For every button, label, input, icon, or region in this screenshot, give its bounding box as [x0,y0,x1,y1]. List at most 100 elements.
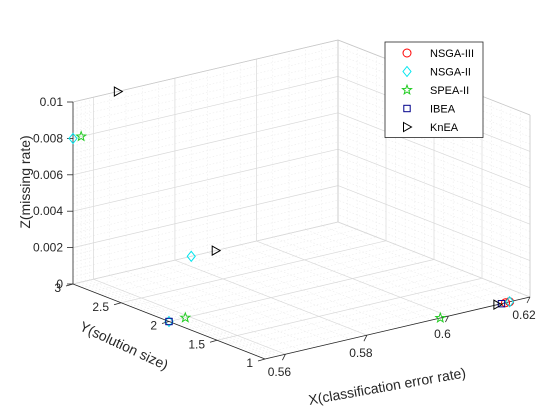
minor-grid-line [85,280,278,357]
legend-marker-knea [403,121,413,133]
data-point-knea [493,299,503,310]
data-point-nsga-ii [164,315,174,328]
minor-grid-line [337,170,531,247]
minor-grid-line [337,68,531,145]
minor-grid-line [337,61,531,138]
tick-mark [363,334,368,342]
data-points [68,86,515,328]
z-tick-label: 0.01 [40,95,64,109]
data-point-spea-ii [179,311,192,323]
minor-grid-line [89,279,282,356]
grid-line [337,112,531,189]
grid-line [72,185,339,248]
grid-line [216,277,483,341]
minor-grid-line [158,263,351,340]
minor-grid-line [142,267,335,344]
z-tick-label: 0 [56,277,63,291]
legend-marker-nsga-iii [402,48,412,58]
x-axis-line [264,296,531,360]
tick-mark [282,354,286,361]
minor-grid-line [125,271,319,347]
legend-label-knea: KnEA [430,122,459,134]
data-point-knea [113,86,124,97]
y-tick-label: 2.5 [92,300,109,314]
grid-lines [72,39,531,360]
minor-grid-line [337,178,531,254]
minor-grid-line [337,141,531,218]
grid-line [337,221,531,298]
grid-line [72,112,339,176]
tick-mark [113,302,122,306]
x-tick-label: 0.58 [349,346,373,360]
minor-grid-line [191,256,384,332]
grid-line [72,221,339,285]
minor-grid-line [337,134,531,210]
legend-marker-spea-ii [401,83,413,96]
legend-label-nsga-iii: NSGA-III [430,48,474,60]
y-tick-label: 3 [54,281,61,295]
grid-line [337,185,531,261]
data-point-spea-ii [75,130,88,142]
tick-mark [526,296,531,304]
tick-mark [209,339,218,343]
minor-grid-line [337,54,531,130]
minor-grid-line [321,225,514,302]
data-point-nsga-ii [504,295,515,308]
minor-grid-line [337,97,531,174]
grid-line [72,148,339,212]
data-point-nsga-ii [186,250,196,263]
legend: NSGA-III NSGA-II SPEA-II IBEA KnEA [384,41,484,138]
tick-mark [445,315,449,323]
data-point-nsga-iii [501,298,511,308]
tick-mark [257,358,266,362]
z-tick-label: 0.002 [33,241,63,255]
data-point-nsga-ii [68,132,78,145]
minor-grid-line [305,229,498,305]
minor-grid-line [337,119,531,196]
legend-marker-ibea [403,104,411,113]
back-edge [72,39,339,103]
minor-grid-line [337,90,531,167]
minor-grid-line [337,207,531,283]
minor-grid-line [337,127,531,203]
minor-grid-line [240,244,433,321]
z-tick-label: 0.004 [33,204,63,218]
grid-line [337,148,531,225]
minor-grid-line [337,192,531,269]
data-point-spea-ii [434,311,447,324]
legend-box [384,41,484,138]
legend-label-nsga-ii: NSGA-II [430,67,471,79]
z-axis-label: Z(missing rate) [17,135,33,228]
minor-grid-line [337,156,531,232]
minor-grid-line [223,248,416,324]
y-tick-label: 1.5 [188,337,205,351]
data-point-ibea [165,317,173,326]
x-tick-label: 0.56 [268,365,292,379]
z-tick-label: 0.008 [33,131,63,145]
minor-grid-line [76,282,270,359]
minor-grid-line [337,199,531,276]
data-point-knea [211,245,222,256]
minor-grid-line [288,233,482,309]
x-axis-label: X(classification error rate) [307,364,467,407]
legend-marker-nsga-ii [402,65,412,78]
minor-grid-line [337,163,531,240]
x-tick-label: 0.6 [434,327,451,341]
x-tick-label: 0.62 [512,308,536,322]
minor-grid-line [337,47,531,123]
minor-grid-line [81,281,274,358]
z-tick-label: 0.006 [33,168,63,182]
y-tick-label: 2 [150,319,157,333]
grid-line [72,76,339,139]
minor-grid-line [337,105,531,181]
legend-label-ibea: IBEA [430,104,456,116]
minor-grid-line [272,236,465,313]
legend-label-spea-ii: SPEA-II [430,85,469,97]
y-tick-label: 1 [246,356,253,370]
minor-grid-line [337,214,531,290]
tick-labels: 0.56 0.58 0.6 0.62 1 1.5 2 2.5 30 0.002 0.004 0.006… [33,95,536,379]
grid-line [120,240,387,304]
grid-line [168,259,435,322]
data-point-ibea [497,299,506,308]
